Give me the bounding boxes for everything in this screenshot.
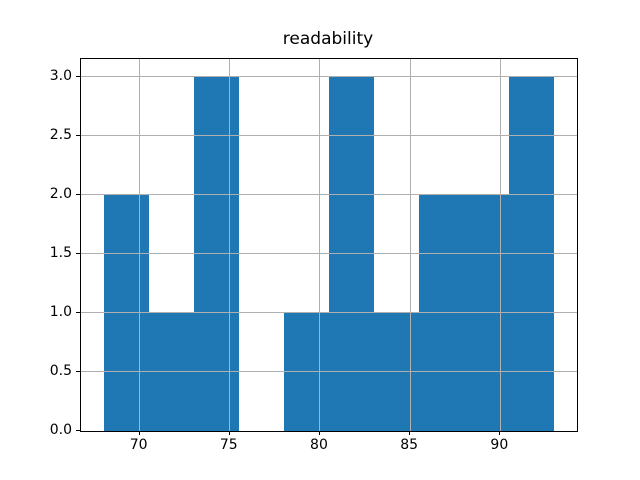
y-gridline — [81, 76, 577, 78]
x-tick-label: 80 — [310, 437, 328, 453]
x-gridline — [499, 59, 501, 431]
chart-title: readability — [282, 29, 374, 49]
x-tick-mark — [138, 431, 140, 435]
x-gridline — [409, 59, 411, 431]
y-tick-label: 0.5 — [49, 362, 72, 379]
y-tick-label: 2.0 — [49, 185, 72, 202]
y-gridline — [81, 135, 577, 137]
y-tick-label: 1.0 — [49, 303, 72, 320]
x-tick-mark — [228, 431, 230, 435]
x-tick-mark — [318, 431, 320, 435]
x-tick-mark — [409, 431, 411, 435]
grid-layer — [81, 59, 577, 431]
y-tick-mark — [76, 370, 80, 372]
x-tick-label: 90 — [490, 437, 509, 453]
y-tick-mark — [76, 311, 80, 313]
y-gridline — [81, 194, 577, 196]
x-gridline — [319, 59, 321, 431]
y-tick-mark — [76, 134, 80, 136]
y-tick-mark — [76, 75, 80, 77]
y-gridline — [81, 430, 577, 431]
y-tick-label: 2.5 — [49, 126, 72, 143]
y-gridline — [81, 253, 577, 255]
x-tick-mark — [499, 431, 501, 435]
x-tick-label: 70 — [129, 437, 148, 453]
x-gridline — [229, 59, 231, 431]
y-tick-label: 0.0 — [49, 422, 72, 438]
y-gridline — [81, 371, 577, 373]
y-tick-label: 1.5 — [49, 244, 72, 261]
y-gridline — [81, 312, 577, 314]
y-tick-mark — [76, 430, 80, 431]
x-tick-label: 75 — [219, 437, 238, 453]
x-tick-label: 85 — [400, 437, 419, 453]
y-tick-mark — [76, 252, 80, 254]
x-gridline — [139, 59, 141, 431]
y-tick-mark — [76, 193, 80, 195]
plot-area — [80, 58, 578, 432]
y-tick-label: 3.0 — [49, 67, 72, 84]
